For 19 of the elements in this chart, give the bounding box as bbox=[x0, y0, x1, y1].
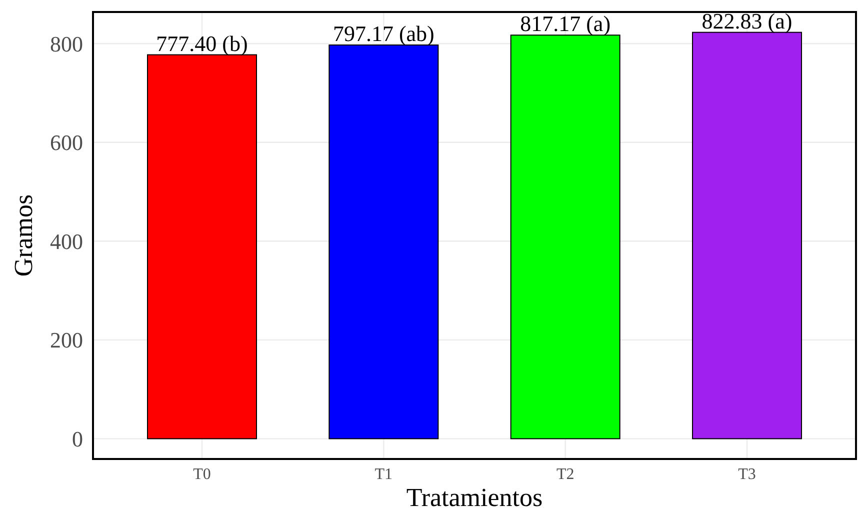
bar bbox=[510, 34, 620, 440]
x-tick-label: T2 bbox=[556, 466, 574, 483]
y-tick-label: 800 bbox=[50, 31, 83, 56]
bar bbox=[692, 32, 802, 440]
data-label: 817.17 (a) bbox=[520, 11, 611, 36]
y-tick-label: 400 bbox=[50, 228, 83, 254]
data-label: 822.83 (a) bbox=[702, 8, 792, 34]
data-label: 777.40 (b) bbox=[156, 30, 248, 56]
y-tick-label: 0 bbox=[72, 426, 83, 452]
x-tick-label: T1 bbox=[374, 466, 393, 483]
y-tick-label: 200 bbox=[50, 328, 83, 353]
x-tick-label: T0 bbox=[193, 466, 211, 483]
bar bbox=[147, 54, 257, 440]
y-tick-label: 600 bbox=[50, 130, 83, 156]
y-axis-title: Gramos bbox=[9, 194, 38, 277]
data-label: 797.17 (ab) bbox=[332, 21, 434, 46]
x-axis-title: Tratamientos bbox=[406, 483, 543, 510]
x-tick-label: T3 bbox=[738, 466, 756, 483]
bar bbox=[328, 44, 439, 440]
